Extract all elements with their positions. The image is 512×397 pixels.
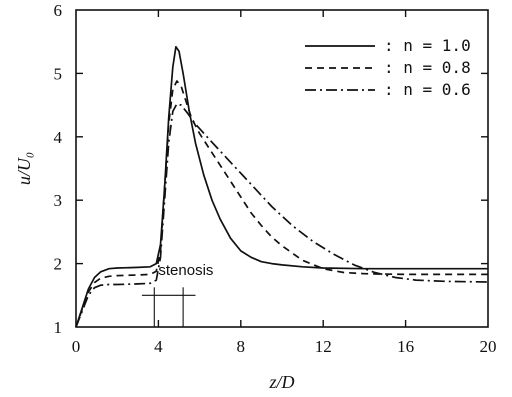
series-line-1 xyxy=(75,45,488,328)
legend-label-1: : n = 1.0 xyxy=(384,36,471,55)
y-tick-label: 3 xyxy=(54,191,63,210)
x-tick-label: 20 xyxy=(480,337,497,356)
y-axis-ticks: 1 2 3 4 5 6 xyxy=(54,1,488,337)
y-tick-label: 2 xyxy=(54,255,63,274)
x-tick-label: 16 xyxy=(397,337,414,356)
y-tick-label: 1 xyxy=(54,318,63,337)
y-tick-label: 5 xyxy=(54,64,63,83)
x-tick-label: 8 xyxy=(237,337,246,356)
x-tick-label: 12 xyxy=(315,337,332,356)
legend-label-2: : n = 0.8 xyxy=(384,58,471,77)
x-axis-label: z/D xyxy=(268,372,294,392)
plot-frame xyxy=(75,9,489,328)
stenosis-annotation: stenosis xyxy=(141,262,213,327)
series-line-3 xyxy=(75,102,489,328)
x-axis-ticks: 0 4 8 12 16 20 xyxy=(72,10,497,356)
y-tick-label: 6 xyxy=(54,1,63,20)
legend: : n = 1.0 : n = 0.8 : n = 0.6 xyxy=(305,36,471,99)
x-tick-label: 0 xyxy=(72,337,81,356)
stenosis-label: stenosis xyxy=(158,262,213,279)
x-tick-label: 4 xyxy=(154,337,163,356)
series-layer xyxy=(75,45,489,328)
y-tick-label: 4 xyxy=(54,128,63,147)
y-axis-label: u/U₀ xyxy=(14,152,34,185)
legend-label-3: : n = 0.6 xyxy=(384,80,471,99)
series-line-2 xyxy=(75,80,488,328)
